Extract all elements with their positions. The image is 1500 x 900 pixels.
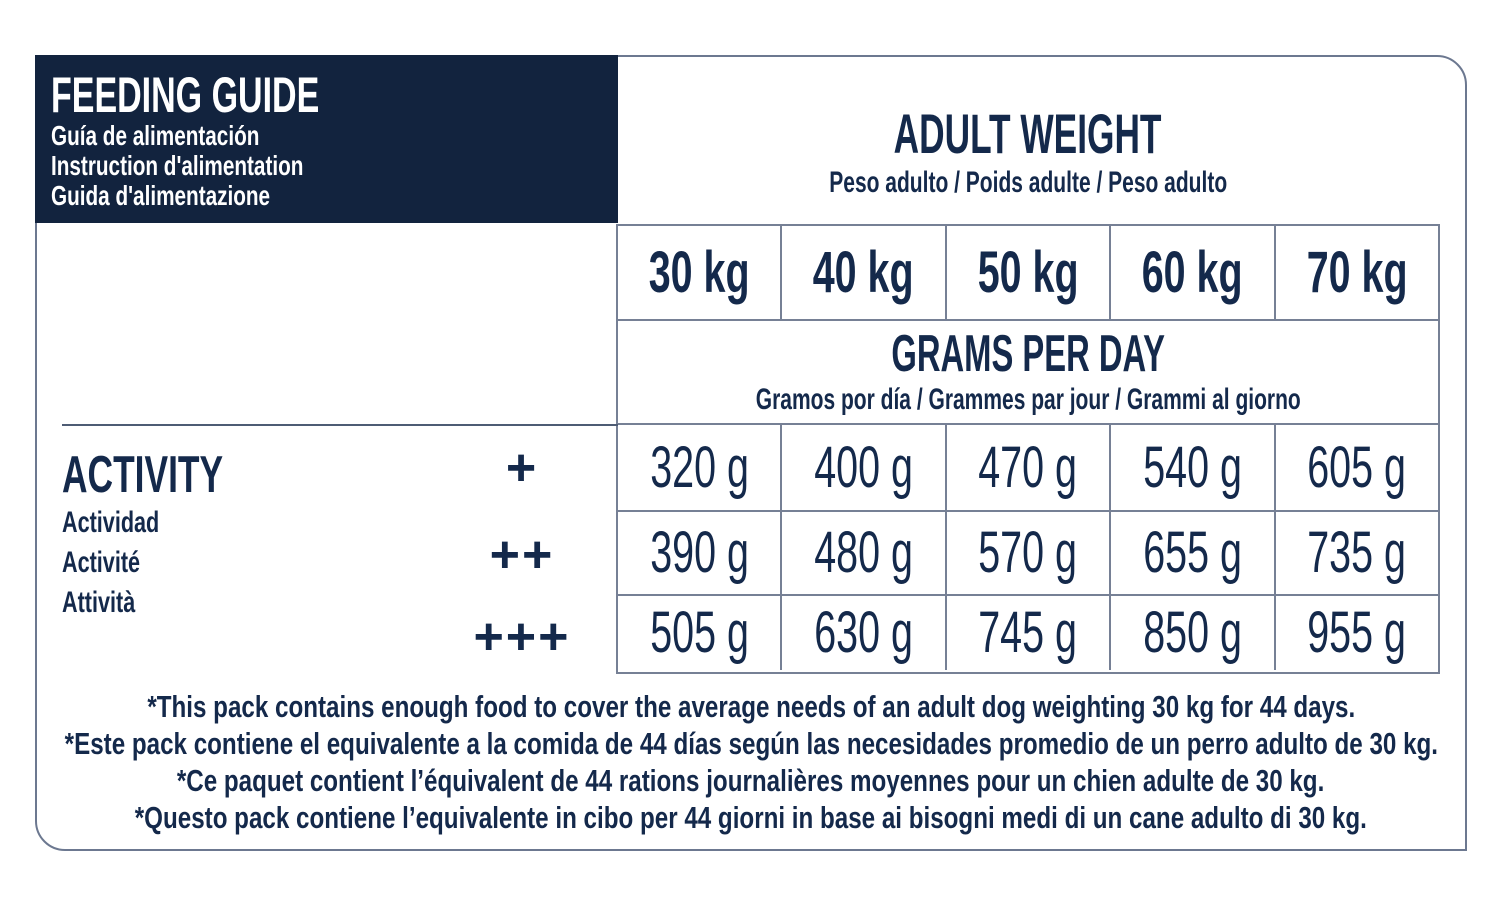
footnote-it: *Questo pack contiene l’equivalente in c… <box>134 800 1368 835</box>
activity-header: ACTIVITY Actividad Activité Attività <box>62 447 299 623</box>
feeding-guide-subtitle-es: Guía de alimentación <box>51 120 260 151</box>
adult-weight-header: ADULT WEIGHT Peso adulto / Poids adulte … <box>616 57 1440 224</box>
feeding-guide-header: FEEDING GUIDE Guía de alimentación Instr… <box>35 55 618 223</box>
feeding-guide-panel: FEEDING GUIDE Guía de alimentación Instr… <box>35 55 1467 851</box>
activity-level-low: + <box>505 438 539 497</box>
activity-level-medium: ++ <box>489 526 555 584</box>
adult-weight-title: ADULT WEIGHT <box>894 101 1162 165</box>
grams-cell: 630 g <box>780 596 944 670</box>
grams-cell: 735 g <box>1273 512 1438 594</box>
grams-cell: 850 g <box>1109 596 1273 670</box>
footnote-fr: *Ce paquet contient l’équivalent de 44 r… <box>177 763 1325 798</box>
grams-per-day-title: GRAMS PER DAY <box>891 325 1165 383</box>
weight-header-cell: 60 kg <box>1109 226 1273 319</box>
footnote-es: *Este pack contiene el equivalente a la … <box>64 726 1438 761</box>
grams-cell: 955 g <box>1273 596 1438 670</box>
activity-subtitle-es: Actividad <box>62 506 160 539</box>
weight-header-cell: 70 kg <box>1273 226 1438 319</box>
grams-per-day-banner: GRAMS PER DAY Gramos por día / Grammes p… <box>618 319 1438 423</box>
weight-header-row: 30 kg 40 kg 50 kg 60 kg 70 kg <box>618 226 1438 319</box>
activity-divider-line <box>62 424 618 426</box>
grams-cell: 480 g <box>780 512 944 594</box>
grams-cell: 470 g <box>944 425 1109 510</box>
table-row-activity-3: 505 g 630 g 745 g 850 g 955 g <box>618 594 1438 670</box>
activity-title: ACTIVITY <box>62 446 224 504</box>
grams-cell: 505 g <box>649 600 749 665</box>
footnotes: *This pack contains enough food to cover… <box>37 688 1465 836</box>
grams-cell: 655 g <box>1109 512 1273 594</box>
table-row-activity-2: 390 g 480 g 570 g 655 g 735 g <box>618 510 1438 594</box>
grams-cell: 400 g <box>780 425 944 510</box>
grams-cell: 320 g <box>649 434 749 500</box>
weight-header-cell: 30 kg <box>648 239 750 305</box>
grams-per-day-subtitle: Gramos por día / Grammes par jour / Gram… <box>755 383 1301 416</box>
activity-level-high: +++ <box>473 608 571 666</box>
table-row-activity-1: 320 g 400 g 470 g 540 g 605 g <box>618 423 1438 510</box>
grams-cell: 540 g <box>1109 425 1273 510</box>
grams-cell: 745 g <box>944 596 1109 670</box>
feeding-guide-subtitle-it: Guida d'alimentazione <box>51 180 271 211</box>
footnote-en: *This pack contains enough food to cover… <box>147 689 1355 724</box>
weight-header-cell: 50 kg <box>944 226 1109 319</box>
grams-cell: 605 g <box>1273 425 1438 510</box>
grams-cell: 390 g <box>649 520 749 585</box>
activity-subtitle-fr: Activité <box>62 546 141 579</box>
feeding-table: 30 kg 40 kg 50 kg 60 kg 70 kg GRAMS PER … <box>616 224 1440 674</box>
grams-cell: 570 g <box>944 512 1109 594</box>
weight-header-cell: 40 kg <box>780 226 944 319</box>
activity-subtitle-it: Attività <box>62 586 136 619</box>
adult-weight-subtitle: Peso adulto / Poids adulte / Peso adulto <box>829 165 1227 199</box>
feeding-guide-title: FEEDING GUIDE <box>51 67 320 123</box>
feeding-guide-subtitle-fr: Instruction d'alimentation <box>51 150 304 181</box>
